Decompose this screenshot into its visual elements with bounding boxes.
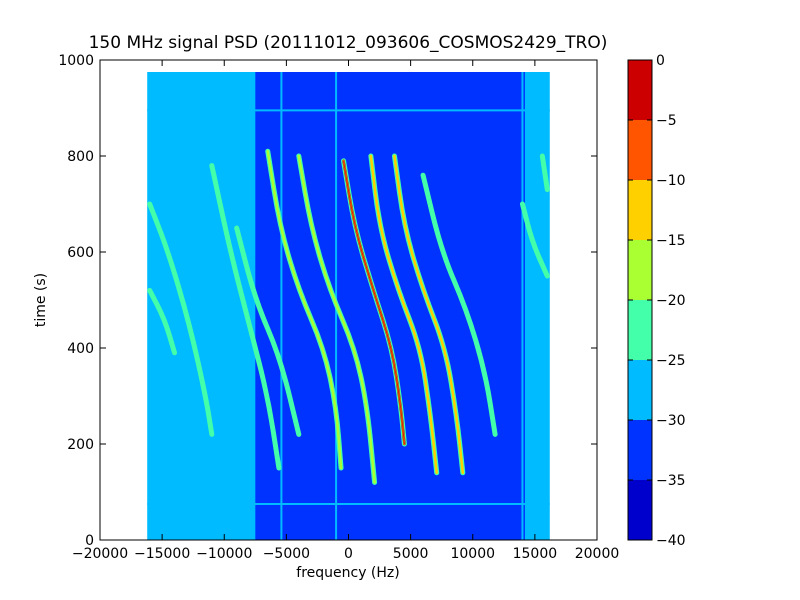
- y-tick-label: 800: [67, 149, 94, 165]
- y-tick-label: 200: [67, 437, 94, 453]
- signal-trace: [368, 153, 440, 476]
- y-tick-label: 1000: [58, 53, 94, 69]
- signal-trace: [539, 153, 550, 193]
- signal-trace: [341, 158, 407, 447]
- colorbar-segment: [628, 240, 652, 300]
- signal-trace: [420, 172, 498, 437]
- chart-title: 150 MHz signal PSD (20111012_093606_COSM…: [89, 33, 608, 53]
- x-axis: −20000 −15000 −10000 −5000 0 5000 10000 15000 20…: [72, 60, 619, 562]
- colorbar-segment: [628, 360, 652, 420]
- colorbar: −40 −35 −30 −25 −20 −15 −10 −5 0: [627, 53, 686, 549]
- colorbar-segment: [628, 420, 652, 480]
- x-tick-label: −15000: [134, 546, 190, 562]
- x-tick-label: 10000: [450, 546, 495, 562]
- signal-trace: [147, 287, 178, 356]
- colorbar-tick-label: −10: [656, 173, 686, 189]
- colorbar-segment: [628, 480, 652, 540]
- heatmap-plot-area: [147, 72, 550, 540]
- colorbar-segment: [628, 180, 652, 240]
- colorbar-tick-label: 0: [656, 53, 665, 69]
- x-tick-label: −5000: [263, 546, 310, 562]
- x-tick-label: −10000: [196, 546, 252, 562]
- colorbar-tick-label: −20: [656, 293, 686, 309]
- colorbar-tick-label: −25: [656, 353, 686, 369]
- colorbar-tick-label: −15: [656, 233, 686, 249]
- colorbar-segment: [628, 60, 652, 120]
- y-tick-label: 400: [67, 341, 94, 357]
- x-tick-label: 5000: [393, 546, 429, 562]
- signal-trace: [209, 163, 282, 471]
- colorbar-tick-label: −30: [656, 413, 686, 429]
- signal-trace: [296, 153, 378, 485]
- colorbar-tick-label: −40: [656, 533, 686, 549]
- y-axis-label: time (s): [33, 273, 49, 327]
- x-axis-label: frequency (Hz): [296, 565, 399, 581]
- x-tick-label: 15000: [513, 546, 558, 562]
- y-axis: 0 200 400 600 800 1000: [58, 53, 597, 549]
- colorbar-tick-label: −5: [656, 113, 677, 129]
- signal-trace: [147, 201, 215, 437]
- signal-trace: [519, 201, 550, 279]
- y-tick-label: 600: [67, 245, 94, 261]
- signal-trace: [234, 225, 302, 437]
- colorbar-segment: [628, 120, 652, 180]
- colorbar-tick-label: −35: [656, 473, 686, 489]
- x-tick-label: −20000: [72, 546, 128, 562]
- heatmap-center-band: [255, 72, 525, 540]
- signal-trace: [265, 148, 344, 471]
- signal-trace: [391, 153, 466, 476]
- colorbar-segment: [628, 300, 652, 360]
- x-tick-label: 0: [344, 546, 353, 562]
- x-tick-label: 20000: [575, 546, 620, 562]
- y-tick-label: 0: [85, 533, 94, 549]
